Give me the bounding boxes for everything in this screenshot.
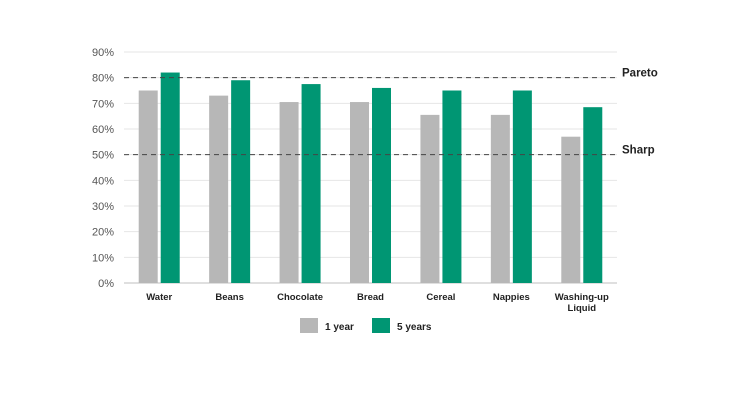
y-tick-label: 30% (92, 201, 114, 213)
x-tick-label: Water (146, 292, 172, 303)
bar-5-years (442, 90, 462, 283)
reference-label-sharp: Sharp (622, 145, 655, 157)
bar-1-year (279, 102, 299, 283)
legend-label: 5 years (397, 322, 432, 333)
legend-label: 1 year (325, 322, 354, 333)
bar-1-year (490, 114, 510, 283)
y-tick-label: 50% (92, 150, 114, 162)
y-tick-label: 70% (92, 98, 114, 110)
legend-swatch (300, 318, 318, 333)
bar-1-year (138, 90, 158, 283)
bar-5-years (160, 72, 180, 284)
bar-5-years (301, 84, 321, 283)
y-tick-label: 20% (92, 227, 114, 239)
bar-1-year (209, 95, 229, 283)
y-tick-label: 10% (92, 252, 114, 264)
y-tick-label: 80% (92, 73, 114, 85)
y-tick-label: 40% (92, 175, 114, 187)
x-tick-label: Bread (357, 292, 384, 303)
y-tick-label: 90% (92, 47, 114, 59)
bar-1-year (350, 102, 369, 283)
x-tick-label: Washing-up Liquid (555, 292, 609, 314)
x-tick-label: Cereal (426, 292, 455, 303)
bar-5-years (231, 80, 251, 283)
legend-swatch (372, 318, 390, 333)
x-tick-label: Beans (215, 292, 244, 303)
x-tick-label: Chocolate (277, 292, 323, 303)
bar-5-years (512, 90, 532, 283)
reference-label-pareto: Pareto (622, 68, 658, 80)
x-tick-label: Nappies (493, 292, 530, 303)
y-tick-label: 0% (98, 278, 114, 290)
y-tick-label: 60% (92, 124, 114, 136)
bar-5-years (372, 87, 391, 283)
bar-1-year (420, 114, 440, 283)
bar-1-year (561, 136, 581, 283)
bar-5-years (583, 107, 603, 283)
